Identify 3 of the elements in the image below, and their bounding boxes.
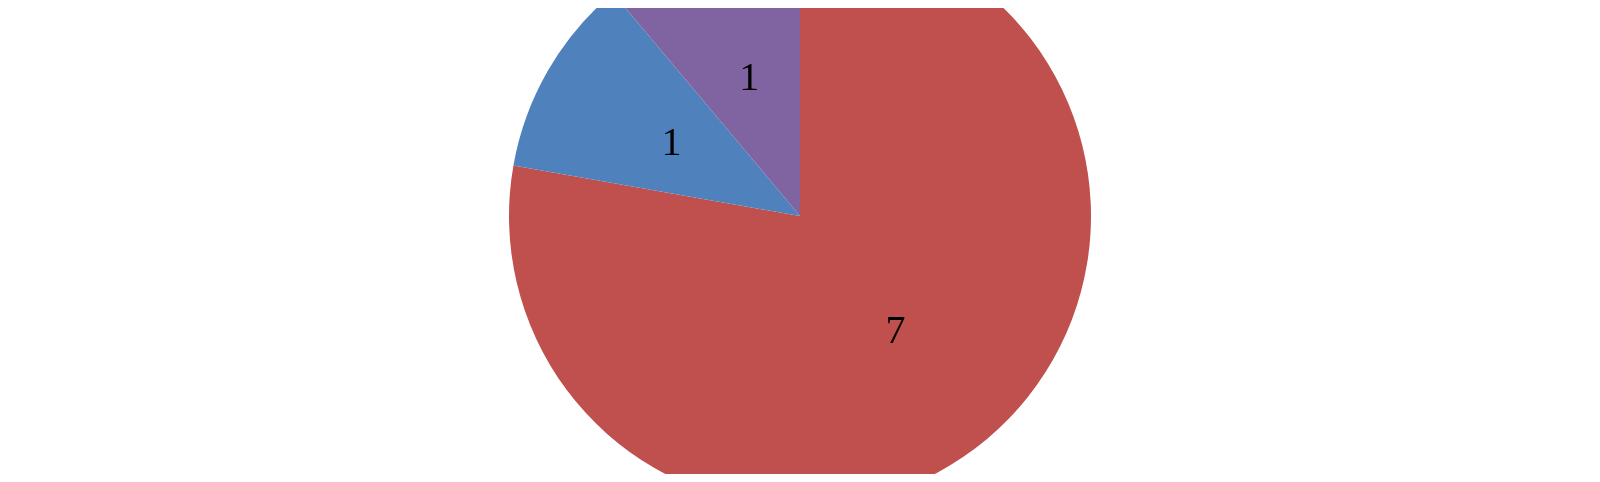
data-label: 7 xyxy=(885,307,906,353)
data-label: 1 xyxy=(739,53,760,99)
data-label: 1 xyxy=(661,119,682,165)
